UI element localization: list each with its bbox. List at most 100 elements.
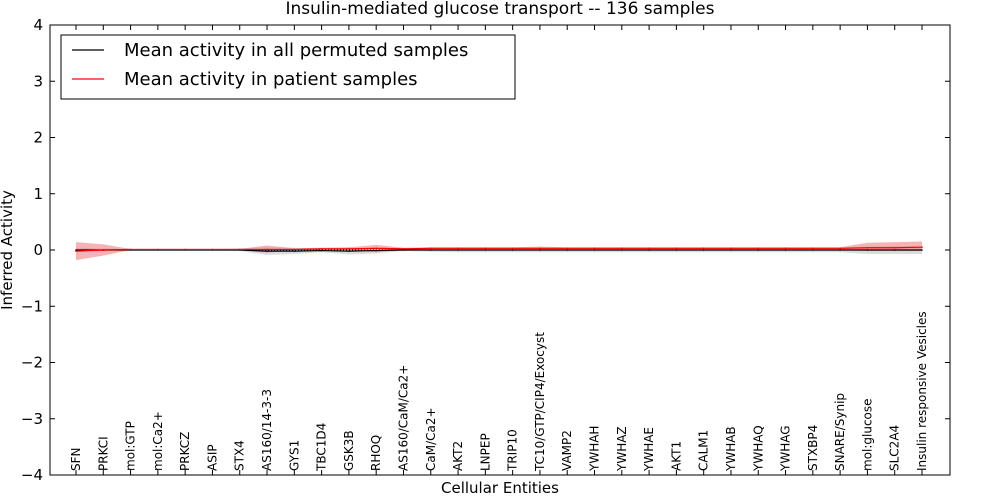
y-tick-label: 1 <box>33 185 43 203</box>
y-tick-label: −3 <box>21 410 43 428</box>
x-tick-label: PRKCI <box>96 436 110 471</box>
y-tick-label: −1 <box>21 297 43 315</box>
x-tick-label: mol:glucose <box>860 398 874 471</box>
data-point-patient <box>702 247 705 250</box>
x-tick-label: YWHAZ <box>615 426 629 472</box>
x-tick-label: YWHAG <box>779 425 793 472</box>
series-lines <box>75 246 923 252</box>
x-tick-label: STX4 <box>233 440 247 471</box>
data-point-permuted <box>921 249 923 251</box>
y-axis: −4 −3 −2 −1 0 1 2 3 4 <box>21 16 950 484</box>
data-point-permuted <box>784 249 787 251</box>
data-point-patient <box>812 247 814 250</box>
x-tick-label: AKT2 <box>451 441 465 471</box>
y-tick-label: −2 <box>21 354 43 372</box>
x-tick-label: AKT1 <box>669 441 683 471</box>
y-axis-label: Inferred Activity <box>0 190 16 310</box>
data-point-patient <box>866 246 869 249</box>
data-point-patient <box>75 250 77 252</box>
x-tick-label: PRKCZ <box>178 432 192 471</box>
data-point-patient <box>539 247 541 250</box>
data-point-patient <box>593 247 596 250</box>
legend-entry: Mean activity in patient samples <box>124 69 418 90</box>
data-point-patient <box>648 247 650 250</box>
data-point-permuted <box>648 249 650 251</box>
x-tick-label: LNPEP <box>478 433 492 471</box>
x-axis-label: Cellular Entities <box>441 479 559 497</box>
data-point-permuted <box>593 249 596 251</box>
data-point-patient <box>893 246 896 249</box>
data-point-patient <box>484 247 487 250</box>
data-point-patient <box>921 246 923 248</box>
data-point-permuted <box>511 249 514 251</box>
data-point-patient <box>566 247 569 250</box>
x-tick-label: Insulin responsive Vesicles <box>915 311 929 471</box>
x-tick-label: YWHAQ <box>751 425 765 472</box>
data-point-patient <box>157 248 159 251</box>
data-point-permuted <box>539 249 541 251</box>
legend-box <box>60 34 516 100</box>
data-point-permuted <box>702 249 705 251</box>
data-point-patient <box>730 247 732 250</box>
data-point-permuted <box>457 249 459 251</box>
data-point-patient <box>784 247 787 250</box>
data-point-patient <box>293 248 296 251</box>
x-tick-label: RHOQ <box>369 435 383 471</box>
legend: Mean activity in all permuted samples Mea… <box>60 34 516 100</box>
data-point-patient <box>102 249 105 251</box>
data-point-patient <box>184 248 186 251</box>
x-tick-label: AS160/14-3-3 <box>260 389 274 471</box>
data-point-patient <box>839 247 841 250</box>
x-tick-label: AS160/CaM/Ca2+ <box>396 365 410 471</box>
data-point-patient <box>675 247 678 250</box>
data-point-patient <box>511 247 514 250</box>
x-tick-label: GSK3B <box>342 430 356 471</box>
data-point-patient <box>238 248 241 251</box>
x-tick-label: TC10/GTP/CIP4/Exocyst <box>533 332 547 472</box>
data-point-permuted <box>429 249 432 251</box>
x-tick-label: mol:GTP <box>124 421 138 471</box>
data-point-permuted <box>484 249 487 251</box>
y-tick-label: 2 <box>33 129 43 147</box>
x-tick-label: YWHAE <box>642 427 656 472</box>
data-point-patient <box>621 247 623 250</box>
data-point-patient <box>402 248 405 250</box>
x-tick-label: CALM1 <box>697 430 711 471</box>
legend-entry: Mean activity in all permuted samples <box>124 40 468 61</box>
data-point-permuted <box>757 249 760 251</box>
chart-title: Insulin-mediated glucose transport -- 13… <box>286 0 715 19</box>
y-tick-label: −4 <box>21 466 43 484</box>
x-tick-label: SNARE/Synip <box>833 393 847 471</box>
x-tick-label: YWHAH <box>588 426 602 472</box>
data-point-patient <box>129 248 132 251</box>
data-point-permuted <box>812 249 814 251</box>
plot-frame <box>49 24 951 476</box>
x-tick-label: SLC2A4 <box>888 425 902 471</box>
y-tick-label: 0 <box>33 241 43 259</box>
data-point-patient <box>211 248 214 251</box>
data-point-permuted <box>402 249 405 251</box>
y-tick-label: 4 <box>33 16 43 34</box>
series-line-patient <box>75 246 923 252</box>
data-point-permuted <box>75 249 77 251</box>
data-point-patient <box>266 248 268 251</box>
data-point-permuted <box>293 250 296 252</box>
data-point-permuted <box>839 249 841 251</box>
x-axis: SFN PRKCI mol:GTP mol:Ca2+ PRKCZ ASIP STX4 AS16… <box>69 25 929 475</box>
data-point-patient <box>320 248 323 250</box>
data-point-permuted <box>621 249 623 251</box>
data-point-permuted <box>730 249 732 251</box>
y-tick-label: 3 <box>33 72 43 90</box>
x-tick-label: CaM/Ca2+ <box>424 407 438 471</box>
x-tick-label: TBC1D4 <box>315 423 329 472</box>
data-point-patient <box>757 247 760 250</box>
x-tick-label: SFN <box>69 448 83 472</box>
data-point-permuted <box>675 249 678 251</box>
data-point-permuted <box>320 249 323 252</box>
data-point-permuted <box>566 249 569 251</box>
data-point-patient <box>429 247 432 250</box>
x-tick-label: YWHAB <box>724 426 738 472</box>
data-point-patient <box>457 247 459 250</box>
x-tick-label: TRIP10 <box>506 429 520 472</box>
